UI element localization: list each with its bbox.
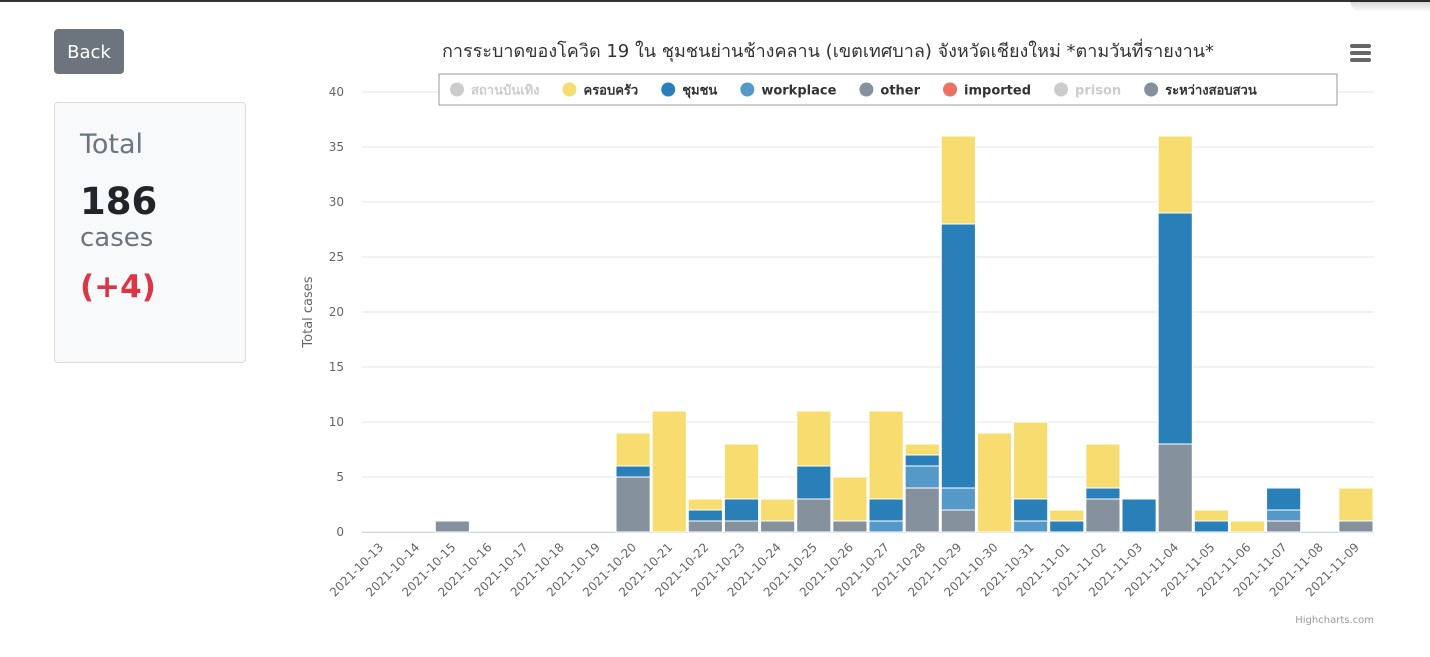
back-button[interactable]: Back	[54, 29, 124, 74]
top-shadow	[1350, 0, 1430, 12]
total-count: 186	[80, 180, 158, 223]
bar-segment	[1013, 421, 1049, 500]
bar-segment	[940, 487, 976, 511]
legend-marker	[1054, 82, 1069, 97]
bar-segment	[1157, 135, 1193, 214]
bar-segment	[723, 520, 760, 533]
y-tick-label: 35	[329, 140, 344, 154]
bar-segment	[434, 520, 470, 533]
y-tick-label: 0	[336, 525, 344, 539]
bar-segment	[1266, 520, 1302, 533]
bar-segment	[1121, 498, 1157, 533]
bar-segment	[615, 432, 651, 467]
total-unit: cases	[80, 223, 154, 253]
bar-segment	[687, 520, 723, 533]
legend-item: imported	[964, 84, 1031, 99]
bar-segment	[796, 465, 832, 500]
bar-segment	[1229, 520, 1266, 533]
chart-title: การระบาดของโควิด 19 ใน ชุมชนย่านช้างคลาน…	[442, 38, 1214, 62]
bar-segment	[904, 454, 940, 467]
bar-segment	[1193, 520, 1229, 533]
bar-segment	[615, 465, 651, 478]
legend-item: workplace	[761, 84, 836, 99]
bar-segment	[1013, 498, 1049, 522]
legend-marker	[562, 82, 577, 97]
legend-item: other	[880, 84, 920, 99]
bar-segment	[868, 520, 904, 533]
chart-container: การระบาดของโควิด 19 ใน ชุมชนย่านช้างคลาน…	[290, 30, 1390, 630]
legend-box	[438, 73, 1338, 106]
legend-item: ครอบครัว	[584, 84, 639, 99]
y-tick-label: 30	[329, 195, 344, 209]
bar-segment	[796, 498, 832, 533]
bar-segment	[832, 476, 868, 522]
legend-marker	[661, 82, 676, 97]
y-tick-label: 5	[336, 470, 344, 484]
bar-segment	[904, 443, 940, 456]
legend-item: prison	[1075, 84, 1121, 99]
chart-credit: Highcharts.com	[1295, 615, 1374, 626]
bar-segment	[1193, 509, 1229, 522]
bar-segment	[796, 410, 832, 467]
legend-marker	[943, 82, 958, 97]
bar-segment	[832, 520, 868, 533]
bar-segment	[1049, 509, 1085, 522]
bar-segment	[940, 223, 976, 489]
hamburger-menu-icon	[1350, 44, 1371, 48]
bar-segment	[723, 443, 760, 500]
y-tick-label: 15	[329, 360, 344, 374]
bar-segment	[760, 498, 796, 522]
total-card: Total 186 cases (+4)	[54, 102, 246, 363]
bar-segment	[1013, 520, 1049, 533]
y-tick-label: 25	[329, 250, 344, 264]
bar-segment	[1157, 443, 1193, 533]
legend-marker	[450, 82, 464, 97]
bar-segment	[868, 498, 904, 522]
bar-segment	[868, 410, 904, 500]
chart-menu-button[interactable]	[1348, 44, 1374, 66]
top-border	[0, 0, 1430, 2]
bar-segment	[904, 465, 940, 489]
bar-segment	[904, 487, 940, 533]
bar-segment	[1085, 443, 1121, 489]
bar-segment	[1266, 509, 1302, 522]
legend-item: สถานบันเทิง	[471, 84, 540, 99]
y-tick-label: 40	[329, 85, 344, 99]
total-title: Total	[80, 129, 144, 160]
bar-segment	[940, 135, 976, 225]
bar-segment	[651, 410, 687, 533]
bar-segment	[1049, 520, 1085, 533]
total-delta: (+4)	[80, 269, 156, 305]
legend-item: ชุมชน	[682, 84, 717, 99]
y-tick-label: 20	[329, 305, 344, 319]
bar-segment	[687, 498, 723, 511]
bar-segment	[687, 509, 723, 522]
bar-segment	[723, 498, 760, 522]
hamburger-menu-icon-bar	[1350, 51, 1371, 55]
bar-segment	[1157, 212, 1193, 445]
bar-segment	[760, 520, 796, 533]
legend-marker	[859, 82, 874, 97]
bar-segment	[615, 476, 651, 533]
legend-marker	[1144, 82, 1159, 97]
bar-segment	[1338, 520, 1374, 533]
bar-segment	[976, 432, 1013, 533]
bar-segment	[1085, 487, 1121, 500]
legend-item: ระหว่างสอบสวน	[1165, 84, 1257, 99]
bar-segment	[1338, 487, 1374, 522]
y-axis-label: Total cases	[301, 276, 316, 348]
bar-segment	[940, 509, 976, 533]
legend-marker	[740, 82, 755, 97]
stacked-bar-chart: การระบาดของโควิด 19 ใน ชุมชนย่านช้างคลาน…	[301, 38, 1374, 626]
y-tick-label: 10	[329, 415, 344, 429]
hamburger-menu-icon-bar	[1350, 58, 1371, 62]
bar-segment	[1085, 498, 1121, 533]
bar-segment	[1266, 487, 1302, 511]
